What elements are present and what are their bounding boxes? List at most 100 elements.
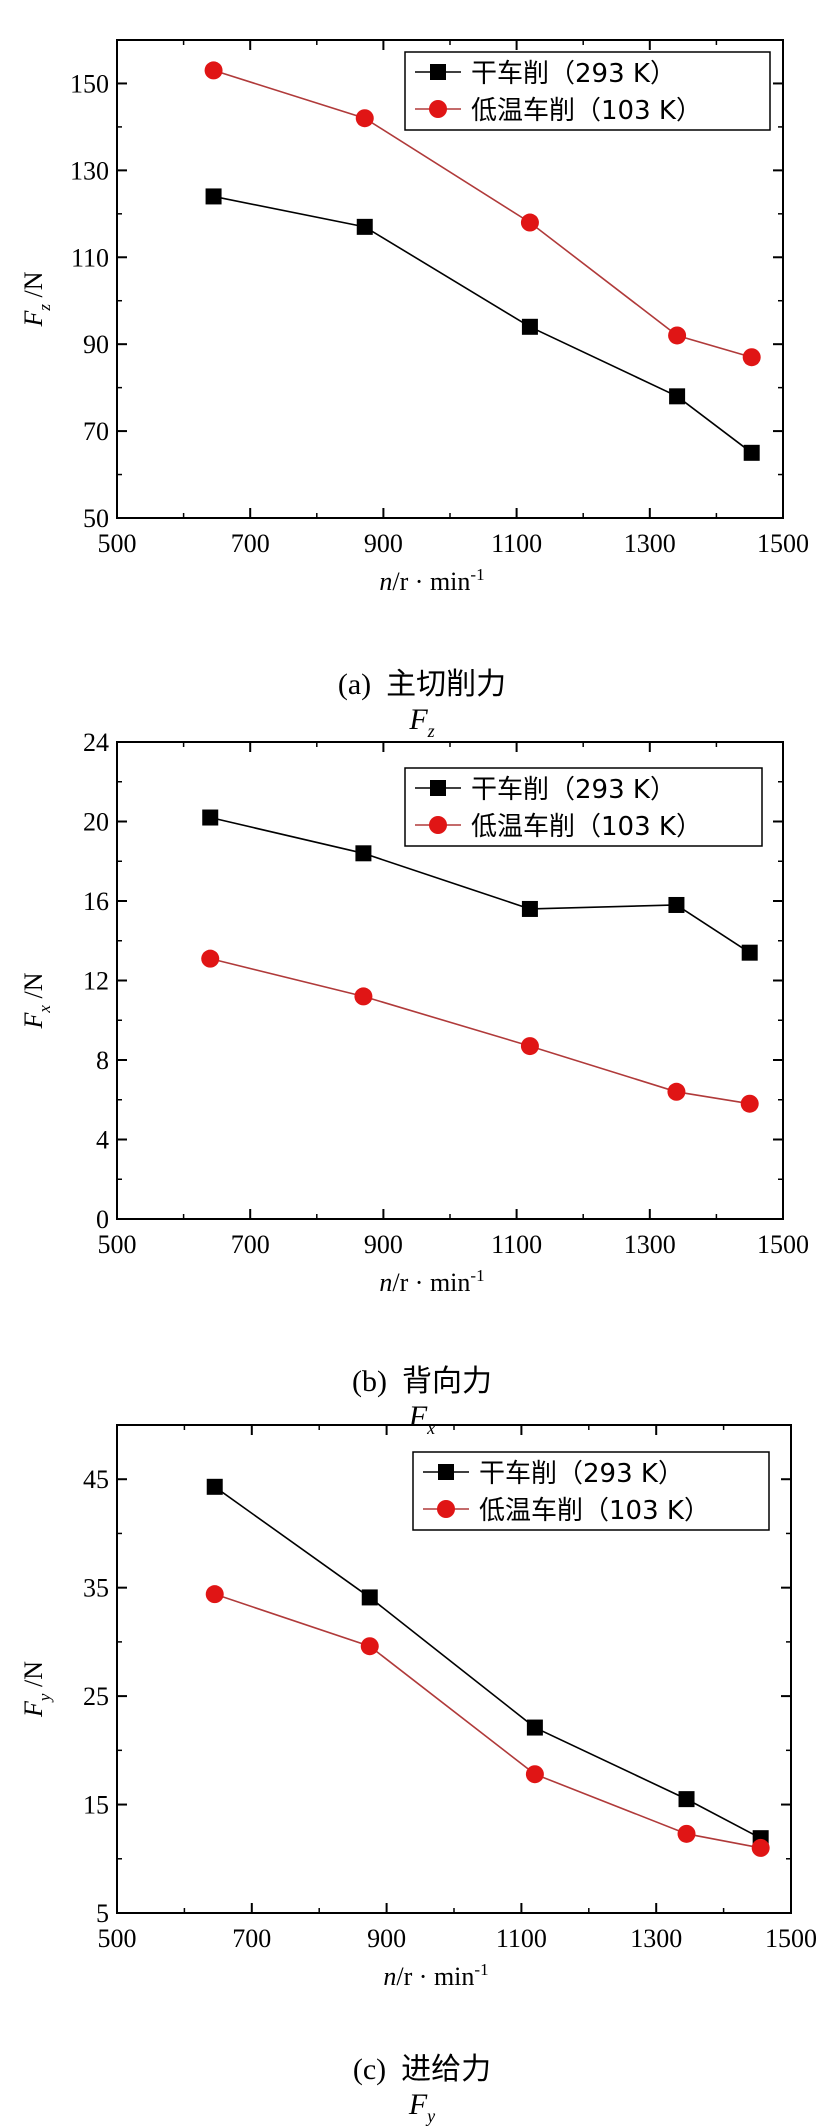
data-point-s0-2 — [521, 318, 538, 335]
data-point-s1-4 — [742, 348, 761, 367]
legend-label-1: 低温车削（103 K） — [471, 96, 702, 126]
chart-0: 500 700 900 1100 1300 1500 50 70 90 110 130 150 n/r … — [19, 39, 809, 596]
legend-marker-0 — [430, 64, 446, 80]
y-tick-label: 0 — [96, 1205, 109, 1234]
y-axis-var: F — [19, 310, 48, 328]
data-point-s0-1 — [355, 845, 372, 862]
data-point-s1-4 — [740, 1094, 759, 1113]
x-tick-label: 1100 — [491, 529, 542, 558]
series-line-0 — [214, 1486, 762, 1839]
x-tick-label: 1100 — [496, 1924, 547, 1953]
data-point-s0-3 — [678, 1791, 695, 1808]
x-axis-var: n — [379, 567, 392, 596]
x-tick-label: 500 — [98, 1924, 137, 1953]
caption-c-sub: y — [427, 2106, 436, 2126]
caption-c-symbol: F — [408, 2088, 428, 2121]
data-point-s1-0 — [205, 1585, 224, 1604]
data-point-s0-4 — [741, 944, 758, 961]
y-tick-label: 12 — [83, 967, 109, 996]
data-point-s0-3 — [668, 896, 685, 913]
x-axis-title: n/r · min-1 — [379, 565, 484, 596]
caption-a-sub: z — [427, 721, 435, 741]
legend-label-0: 干车削（293 K） — [471, 775, 676, 805]
caption-a-symbol: F — [409, 703, 428, 736]
data-point-s0-2 — [526, 1719, 543, 1736]
caption-b-sub: x — [427, 1418, 436, 1438]
x-tick-label: 1500 — [757, 529, 809, 558]
legend-marker-0 — [438, 1464, 454, 1480]
y-tick-label: 70 — [83, 417, 109, 446]
y-tick-label: 24 — [83, 728, 109, 757]
x-tick-label: 1300 — [624, 529, 676, 558]
x-tick-label: 1100 — [491, 1230, 542, 1259]
caption-a-text: (a) 主切削力 — [337, 668, 507, 701]
legend: 干车削（293 K） 低温车削（103 K） — [404, 51, 771, 131]
x-tick-label: 1500 — [757, 1230, 809, 1259]
legend-label-1: 低温车削（103 K） — [471, 812, 702, 842]
x-axis-var: n — [383, 1962, 396, 1991]
y-tick-label: 50 — [83, 504, 109, 533]
data-point-s1-1 — [360, 1637, 379, 1656]
chart-2: 500 700 900 1100 1300 1500 5 15 25 35 45 n/r · min-… — [19, 1424, 817, 1991]
y-tick-label: 5 — [96, 1899, 109, 1928]
series-line-1 — [210, 957, 750, 1105]
data-point-s0-2 — [521, 900, 538, 917]
x-axis-var: n — [379, 1268, 392, 1297]
y-tick-label: 20 — [83, 808, 109, 837]
y-axis-var: F — [19, 1011, 48, 1029]
data-point-s1-1 — [354, 987, 373, 1006]
y-axis-sub: z — [35, 304, 54, 312]
data-point-s1-0 — [201, 949, 220, 968]
y-axis-unit: /N — [19, 1661, 48, 1694]
y-tick-label: 15 — [83, 1791, 109, 1820]
x-tick-label: 500 — [98, 529, 137, 558]
legend: 干车削（293 K） 低温车削（103 K） — [404, 767, 763, 847]
x-axis-unit: /r · min — [392, 1268, 470, 1297]
y-axis-title: Fx /N — [19, 972, 54, 1029]
legend-marker-1 — [429, 100, 447, 118]
x-tick-label: 900 — [364, 1230, 403, 1259]
series-line-0 — [213, 195, 753, 454]
y-axis-unit: /N — [19, 271, 48, 304]
x-axis-title: n/r · min-1 — [383, 1960, 488, 1991]
data-point-s0-3 — [669, 388, 686, 405]
y-tick-label: 25 — [83, 1682, 109, 1711]
data-point-s1-0 — [204, 61, 223, 80]
legend-marker-0 — [430, 780, 446, 796]
y-axis-sub: x — [35, 1005, 54, 1014]
x-axis-sup: -1 — [470, 565, 484, 584]
data-point-s0-1 — [356, 218, 373, 235]
x-tick-label: 1500 — [765, 1924, 817, 1953]
y-tick-label: 150 — [70, 69, 109, 98]
x-tick-label: 900 — [364, 529, 403, 558]
data-point-s0-4 — [743, 444, 760, 461]
x-axis-sup: -1 — [474, 1960, 488, 1979]
x-tick-label: 700 — [231, 1230, 270, 1259]
y-tick-label: 90 — [83, 330, 109, 359]
y-tick-label: 45 — [83, 1465, 109, 1494]
y-tick-label: 110 — [71, 243, 109, 272]
chart-1: 500 700 900 1100 1300 1500 0 4 8 12 16 20 24 n/r · mi… — [19, 728, 809, 1297]
data-point-s1-2 — [525, 1765, 544, 1784]
legend-label-0: 干车削（293 K） — [471, 59, 676, 89]
legend-box — [404, 767, 763, 847]
data-point-s0-0 — [206, 1478, 223, 1495]
legend-marker-1 — [429, 816, 447, 834]
y-tick-label: 130 — [70, 156, 109, 185]
data-point-s1-2 — [520, 213, 539, 232]
caption-a: (a) 主切削力 Fz — [0, 625, 829, 741]
caption-c: (c) 进给力 Fy — [0, 2010, 829, 2126]
caption-b: (b) 背向力 Fx — [0, 1322, 829, 1438]
y-axis-unit: /N — [19, 972, 48, 1005]
data-point-s0-0 — [202, 809, 219, 826]
y-tick-label: 4 — [96, 1126, 109, 1155]
figure-canvas: 500 700 900 1100 1300 1500507090110130150n/r … — [19, 39, 817, 1991]
data-point-s1-3 — [667, 1082, 686, 1101]
x-tick-label: 900 — [367, 1924, 406, 1953]
y-tick-label: 8 — [96, 1046, 109, 1075]
y-axis-sub: y — [35, 1693, 54, 1703]
y-axis-var: F — [19, 1700, 48, 1718]
legend-box — [412, 1451, 770, 1531]
x-axis-title: n/r · min-1 — [379, 1266, 484, 1297]
data-point-s0-0 — [205, 188, 222, 205]
